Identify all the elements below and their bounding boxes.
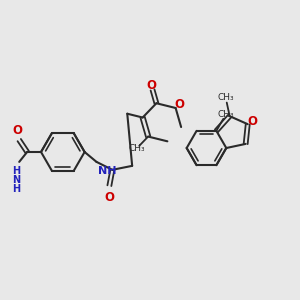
Text: CH₃: CH₃ — [218, 93, 234, 102]
Text: CH₃: CH₃ — [218, 110, 234, 119]
Text: O: O — [12, 124, 22, 137]
Text: O: O — [146, 79, 156, 92]
Text: NH: NH — [98, 166, 117, 176]
Text: O: O — [247, 115, 257, 128]
Text: H
N
H: H N H — [12, 166, 20, 194]
Text: CH₃: CH₃ — [128, 144, 145, 153]
Text: O: O — [104, 190, 114, 204]
Text: O: O — [174, 98, 184, 111]
